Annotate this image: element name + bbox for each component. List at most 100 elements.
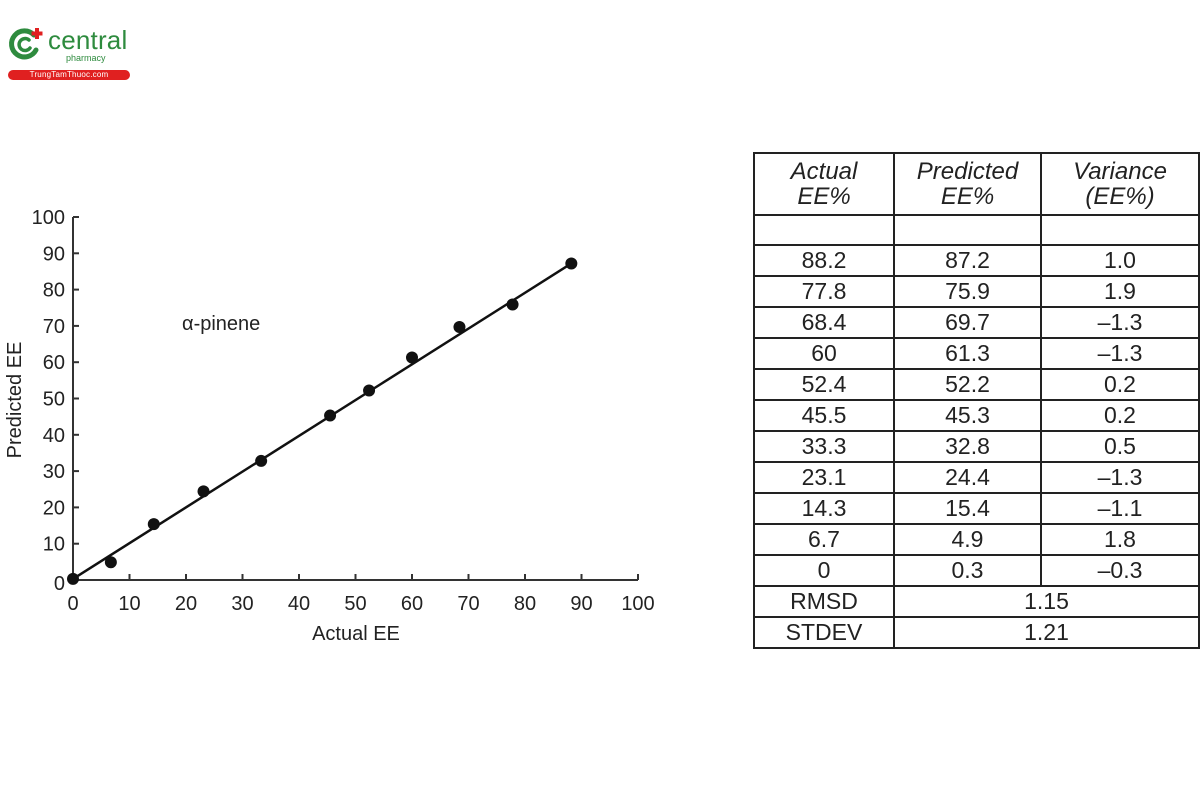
cell-variance: 0.2 (1040, 399, 1200, 432)
table-row: 77.8 75.9 1.9 (753, 275, 1200, 308)
cell-actual: 45.5 (753, 399, 895, 432)
summary-label: STDEV (753, 616, 895, 649)
table-row: 6.7 4.9 1.8 (753, 523, 1200, 556)
cell-predicted: 69.7 (893, 306, 1042, 339)
data-points (67, 257, 578, 585)
cell-variance: 0.2 (1040, 368, 1200, 401)
data-point (67, 572, 79, 585)
data-point (363, 384, 376, 397)
y-tick-label: 80 (43, 280, 65, 302)
y-tick-label: 0 (54, 573, 65, 595)
table-row: 0 0.3 –0.3 (753, 554, 1200, 587)
data-point (506, 298, 519, 311)
cell-predicted: 15.4 (893, 492, 1042, 525)
fit-line (72, 262, 572, 580)
x-tick-label: 60 (401, 593, 423, 615)
cell-variance: –1.3 (1040, 461, 1200, 494)
series-annotation: α-pinene (182, 313, 260, 335)
table-row: 52.4 52.2 0.2 (753, 368, 1200, 401)
data-point (104, 556, 117, 569)
summary-value: 1.21 (893, 616, 1200, 649)
table-summary-row: RMSD 1.15 (753, 585, 1200, 618)
cell-actual: 52.4 (753, 368, 895, 401)
y-axis-label: Predicted EE (4, 342, 26, 459)
header-predicted: Predicted EE% (893, 152, 1042, 216)
x-tick-label: 40 (288, 593, 310, 615)
x-axis-label: Actual EE (312, 623, 400, 645)
data-point (453, 320, 466, 333)
cell-predicted: 24.4 (893, 461, 1042, 494)
cell-variance: 1.9 (1040, 275, 1200, 308)
cell-variance: –1.1 (1040, 492, 1200, 525)
cell-variance: –1.3 (1040, 306, 1200, 339)
cell-actual: 23.1 (753, 461, 895, 494)
pharmacy-cross-logo-icon (9, 28, 43, 60)
x-tick-label: 70 (457, 593, 479, 615)
x-tick-label: 30 (231, 593, 253, 615)
data-point (565, 257, 578, 270)
data-point (324, 409, 337, 422)
cell-actual: 60 (753, 337, 895, 370)
table-row: 45.5 45.3 0.2 (753, 399, 1200, 432)
y-tick-label: 30 (43, 461, 65, 483)
x-tick-label: 50 (344, 593, 366, 615)
data-point (255, 454, 268, 467)
cell-predicted: 52.2 (893, 368, 1042, 401)
y-tick-label: 10 (43, 534, 65, 556)
cell-actual: 33.3 (753, 430, 895, 463)
cell-variance: 1.8 (1040, 523, 1200, 556)
cell-actual: 6.7 (753, 523, 895, 556)
cell-actual: 68.4 (753, 306, 895, 339)
table-row: 33.3 32.8 0.5 (753, 430, 1200, 463)
x-tick-label: 0 (67, 593, 78, 615)
table-row: 60 61.3 –1.3 (753, 337, 1200, 370)
cell-variance: –1.3 (1040, 337, 1200, 370)
cell-variance: 0.5 (1040, 430, 1200, 463)
summary-value: 1.15 (893, 585, 1200, 618)
table-row: 23.1 24.4 –1.3 (753, 461, 1200, 494)
table-row: 88.2 87.2 1.0 (753, 244, 1200, 277)
x-tick-label: 10 (118, 593, 140, 615)
cell-predicted: 75.9 (893, 275, 1042, 308)
cell-actual: 77.8 (753, 275, 895, 308)
cell-predicted: 45.3 (893, 399, 1042, 432)
data-point (147, 518, 160, 531)
y-tick-label: 60 (43, 352, 65, 374)
header-variance: Variance (EE%) (1040, 152, 1200, 216)
table-blank-row (753, 214, 1200, 246)
cell-predicted: 61.3 (893, 337, 1042, 370)
logo-brand-text: central (48, 25, 128, 55)
table-summary-row: STDEV 1.21 (753, 616, 1200, 649)
header-actual: Actual EE% (753, 152, 895, 216)
cell-actual: 14.3 (753, 492, 895, 525)
table-row: 68.4 69.7 –1.3 (753, 306, 1200, 339)
cell-actual: 0 (753, 554, 895, 587)
cell-predicted: 0.3 (893, 554, 1042, 587)
y-tick-label: 70 (43, 316, 65, 338)
y-tick-label: 50 (43, 389, 65, 411)
cell-variance: –0.3 (1040, 554, 1200, 587)
x-tick-label: 90 (570, 593, 592, 615)
cell-variance: 1.0 (1040, 244, 1200, 277)
chart-ticks: 0 10 20 30 40 50 60 70 80 90 100 0 10 20 30 40 50 60 70 80 9… (32, 207, 655, 615)
table-header-row: Actual EE% Predicted EE% Variance (EE%) (753, 152, 1200, 216)
central-pharmacy-logo: central pharmacy TrungTamThuoc.com (6, 25, 130, 82)
prediction-table: Actual EE% Predicted EE% Variance (EE%) 88.… (753, 152, 1200, 649)
scatter-chart: 0 10 20 30 40 50 60 70 80 90 100 0 10 20 30 40 50 60 70 80 9… (0, 200, 680, 660)
cell-predicted: 4.9 (893, 523, 1042, 556)
x-tick-label: 100 (621, 593, 654, 615)
cell-actual: 88.2 (753, 244, 895, 277)
x-tick-label: 80 (514, 593, 536, 615)
x-tick-label: 20 (175, 593, 197, 615)
table-row: 14.3 15.4 –1.1 (753, 492, 1200, 525)
summary-label: RMSD (753, 585, 895, 618)
logo-site-badge: TrungTamThuoc.com (8, 70, 130, 80)
cell-predicted: 32.8 (893, 430, 1042, 463)
cell-predicted: 87.2 (893, 244, 1042, 277)
y-tick-label: 40 (43, 425, 65, 447)
y-tick-label: 90 (43, 243, 65, 265)
chart-canvas: 0 10 20 30 40 50 60 70 80 90 100 0 10 20 30 40 50 60 70 80 9… (4, 207, 655, 645)
logo-sub-text: pharmacy (66, 53, 106, 63)
data-point (406, 351, 418, 364)
y-tick-label: 100 (32, 207, 65, 229)
